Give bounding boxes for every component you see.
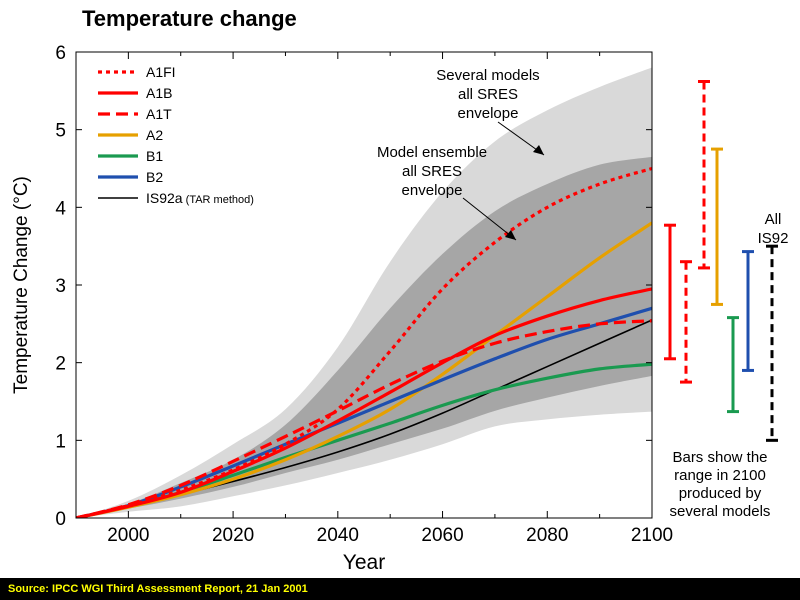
annotation-arrowhead [533,145,544,155]
y-tick-label: 1 [55,431,66,452]
annotation-model-ensemble: Model ensemble [377,144,487,161]
plot-area [76,67,652,518]
annotation-arrowhead [505,230,516,240]
annotation-all-is92: All [765,211,782,228]
annotation-bars-note: produced by [679,485,762,502]
series-line-a2 [76,221,652,518]
range-bar-a2 [711,147,723,306]
range-bar-b2 [742,250,754,372]
x-tick-label: 2060 [421,525,463,546]
y-tick-label: 5 [55,121,66,142]
chart-panel: Temperature change 0 1 2 3 4 5 6 2000 2020 2040 20… [0,0,800,578]
x-tick-label: 2040 [317,525,359,546]
series-line-a1b [76,287,652,518]
legend-label-b2: B2 [146,169,163,185]
y-tick-label: 3 [55,276,66,297]
x-tick-label: 2080 [526,525,568,546]
legend-label-a2: A2 [146,127,163,143]
y-tick-label: 0 [55,509,66,530]
annotation-several-models: Several models [436,67,539,84]
annotation-arrow-model-ensemble [462,197,517,241]
y-axis-label: Temperature Change (°C) [11,176,32,394]
annotation-bars-note: Bars show the [672,449,767,466]
annotation-bars-note: range in 2100 [674,467,766,484]
series-line-a1fi [76,166,652,518]
x-tick-label: 2100 [631,525,673,546]
annotation-several-models: all SRES [458,86,518,103]
y-tick-label: 6 [55,43,66,64]
annotation-model-ensemble: envelope [402,182,463,199]
range-bar-a1t [680,260,692,384]
legend-label-is92a: IS92a (TAR method) [146,190,254,206]
annotation-model-ensemble: all SRES [402,163,462,180]
range-bar-b1 [727,316,739,414]
y-tick-label: 4 [55,198,66,219]
x-tick-label: 2000 [107,525,149,546]
legend-label-b1: B1 [146,148,163,164]
legend-label-a1fi: A1FI [146,64,176,80]
source-caption: Source: IPCC WGI Third Assessment Report… [8,583,308,595]
annotation-several-models: envelope [458,105,519,122]
chart-title: Temperature change [82,6,297,31]
temperature-chart: 0 1 2 3 4 5 6 2000 2020 2040 2060 2080 2100 Year Tempe… [11,43,788,574]
envelope-model-ensemble [76,156,652,518]
range-bar-is92 [766,244,778,442]
x-tick-label: 2020 [212,525,254,546]
legend-label-a1b: A1B [146,85,172,101]
range-bars [664,80,778,442]
series-line-a1t [76,319,652,518]
x-axis-label: Year [343,551,385,574]
range-bar-a1b [664,223,676,361]
y-tick-label: 2 [55,354,66,375]
annotations: Several models all SRES envelope Model ense… [377,67,788,520]
range-bar-a1fi [698,80,710,270]
annotation-bars-note: several models [670,503,771,520]
annotation-all-is92: IS92 [758,230,789,247]
series-line-b2 [76,306,652,518]
legend: A1FI A1B A1T A2 B1 B2 IS92a (TAR method) [98,64,254,206]
legend-label-note: (TAR method) [183,194,254,206]
legend-label-a1t: A1T [146,106,172,122]
